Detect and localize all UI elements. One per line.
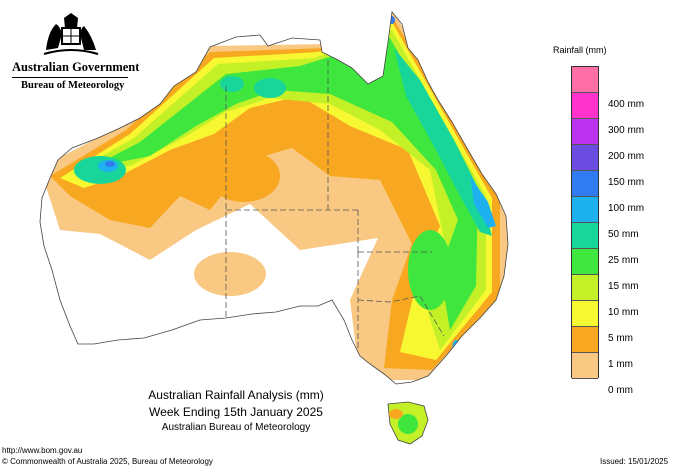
website-url[interactable]: http://www.bom.gov.au	[2, 446, 83, 455]
copyright-notice: © Commonwealth of Australia 2025, Bureau…	[2, 457, 213, 466]
bureau-title: Bureau of Meteorology	[21, 80, 125, 91]
legend-swatch	[572, 145, 598, 171]
legend-swatch	[572, 197, 598, 223]
legend-swatch	[572, 301, 598, 327]
legend-swatch	[572, 67, 598, 93]
legend-swatch	[572, 353, 598, 379]
legend-title: Rainfall (mm)	[553, 45, 607, 55]
map-title: Australian Rainfall Analysis (mm)	[148, 388, 324, 402]
legend-swatch	[572, 275, 598, 301]
legend-swatch	[572, 93, 598, 119]
legend-label: 50 mm	[608, 229, 639, 240]
legend-label: 400 mm	[608, 99, 645, 110]
legend-swatch	[572, 327, 598, 353]
rainfall-map	[39, 11, 509, 445]
coat-of-arms-icon	[43, 13, 99, 55]
government-header: Australian Government Bureau of Meteorol…	[0, 0, 140, 100]
legend-label: 0 mm	[608, 385, 633, 396]
legend-label: 25 mm	[608, 255, 639, 266]
legend-swatch	[572, 379, 598, 405]
legend-label: 5 mm	[608, 333, 633, 344]
legend-label: 15 mm	[608, 281, 639, 292]
legend-swatch	[572, 171, 598, 197]
legend-label: 200 mm	[608, 151, 645, 162]
legend-label: 150 mm	[608, 177, 645, 188]
government-title: Australian Government	[12, 60, 140, 74]
legend-label: 1 mm	[608, 359, 633, 370]
issued-date: Issued: 15/01/2025	[600, 457, 669, 466]
legend-label: 10 mm	[608, 307, 639, 318]
rainfall-legend	[571, 66, 599, 405]
map-period: Week Ending 15th January 2025	[149, 405, 323, 419]
legend-swatch	[572, 223, 598, 249]
legend-label: 100 mm	[608, 203, 645, 214]
header-divider	[12, 77, 128, 78]
map-source: Australian Bureau of Meteorology	[161, 422, 311, 433]
legend-swatch	[572, 249, 598, 275]
legend-swatch	[572, 119, 598, 145]
legend-label: 300 mm	[608, 125, 645, 136]
